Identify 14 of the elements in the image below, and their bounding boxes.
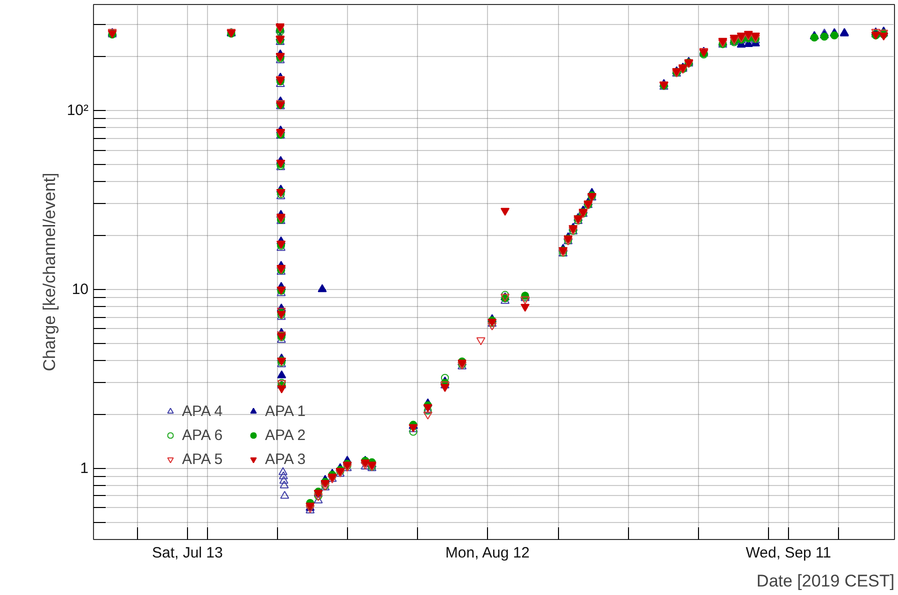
x-tick-label: Sat, Jul 13 [152, 544, 223, 562]
x-tick-label: Wed, Sep 11 [746, 544, 832, 562]
y-tick-label: 10² [66, 102, 89, 119]
legend-label: APA 6 [182, 426, 224, 444]
legend-label: APA 3 [265, 450, 307, 468]
y-tick-label: 1 [80, 460, 88, 477]
legend-label: APA 5 [182, 450, 224, 468]
y-axis-title: Charge [ke/channel/event] [40, 172, 59, 372]
x-tick-label: Mon, Aug 12 [445, 544, 530, 562]
legend-label: APA 2 [265, 426, 307, 444]
y-tick-label: 10 [72, 280, 89, 298]
legend-label: APA 1 [265, 402, 307, 420]
legend-label: APA 4 [182, 402, 224, 420]
x-axis-title: Date [2019 CEST] [756, 572, 895, 590]
